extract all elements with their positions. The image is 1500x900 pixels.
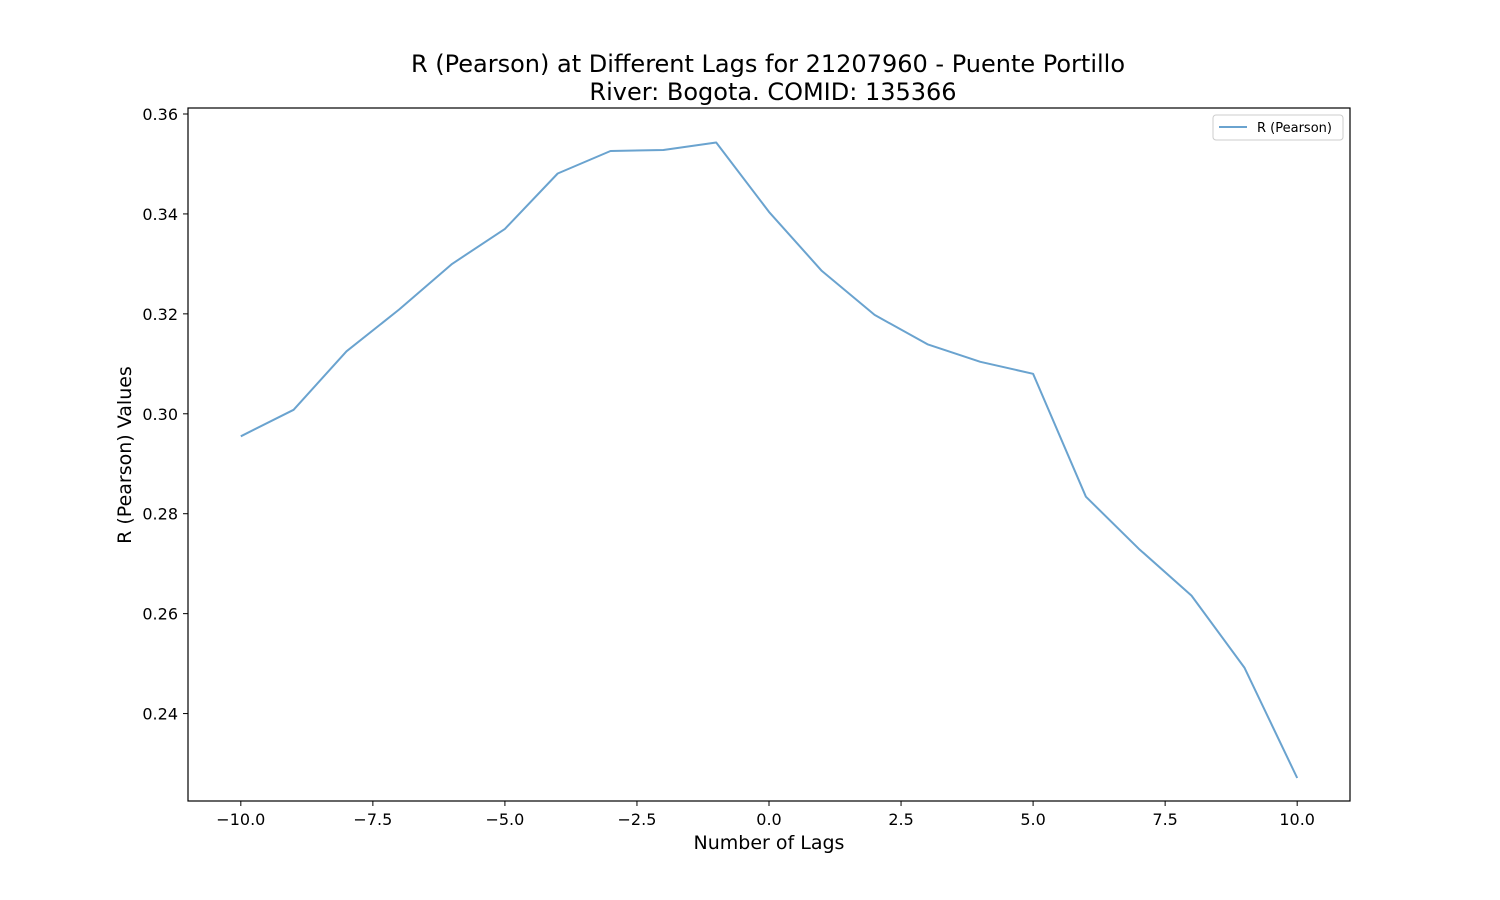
x-tick-label: 5.0: [1020, 810, 1045, 829]
series-layer: [240, 141, 1299, 779]
x-tick-label: 10.0: [1279, 810, 1315, 829]
y-axis: 0.24 0.26 0.28 0.30 0.32 0.34 0.36: [142, 105, 188, 724]
y-tick-label: 0.24: [142, 705, 178, 724]
x-axis-label: Number of Lags: [694, 832, 845, 854]
legend-label: R (Pearson): [1257, 121, 1332, 136]
legend-box: [1212, 114, 1344, 141]
x-tick-label: −10.0: [216, 810, 265, 829]
y-tick-label: 0.32: [142, 305, 178, 324]
y-axis-label: R (Pearson) Values: [114, 366, 136, 544]
x-axis: −10.0 −7.5 −5.0 −2.5 0.0 2.5 5.0 7.5 10.0: [216, 801, 1315, 829]
chart-subtitle: River: Bogota. COMID: 135366: [589, 78, 956, 106]
y-tick-label: 0.34: [142, 205, 178, 224]
legend: R (Pearson): [1212, 114, 1344, 141]
y-tick-label: 0.26: [142, 605, 178, 624]
y-tick-label: 0.28: [142, 505, 178, 524]
chart-title: R (Pearson) at Different Lags for 212079…: [411, 50, 1125, 78]
x-tick-label: 7.5: [1152, 810, 1177, 829]
x-tick-label: −7.5: [353, 810, 392, 829]
x-tick-label: 0.0: [756, 810, 781, 829]
y-tick-label: 0.36: [142, 105, 178, 124]
series-line: [240, 141, 1299, 779]
x-tick-label: −2.5: [618, 810, 657, 829]
x-tick-label: −5.0: [485, 810, 524, 829]
x-tick-label: 2.5: [888, 810, 913, 829]
y-tick-label: 0.30: [142, 405, 178, 424]
